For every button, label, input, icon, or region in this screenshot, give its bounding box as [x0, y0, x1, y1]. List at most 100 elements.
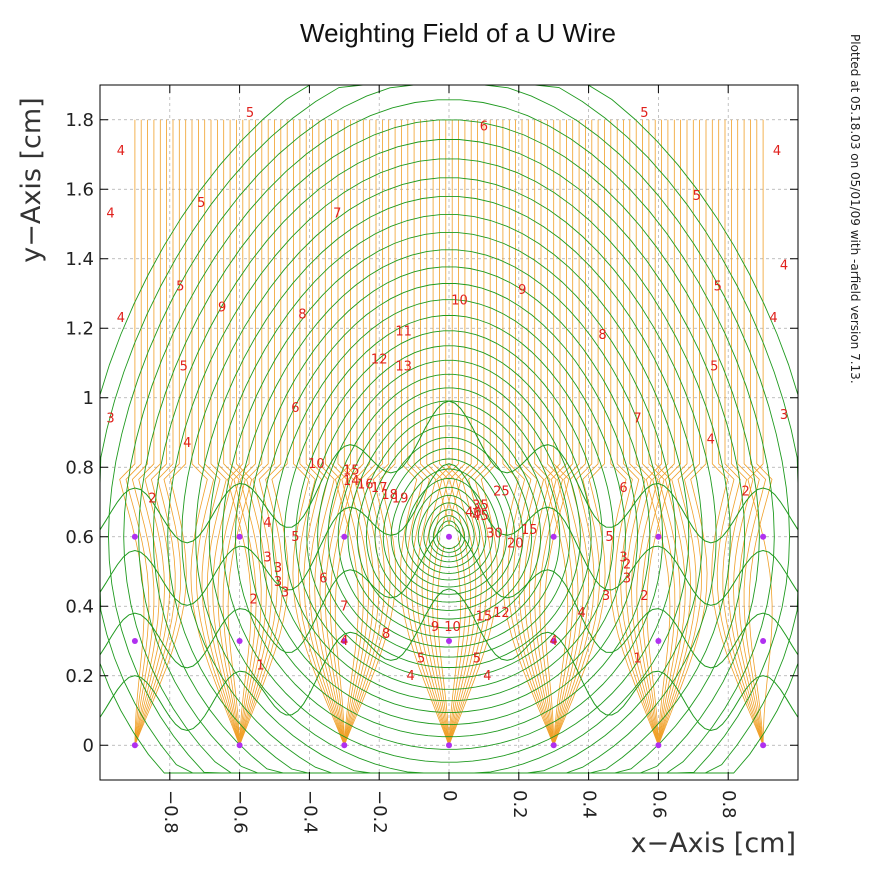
wire-marker [550, 638, 557, 644]
field-line [125, 119, 150, 746]
wire-marker [131, 638, 138, 644]
contour-value-label: 4 [340, 634, 348, 649]
field-line [658, 119, 708, 746]
equipotential-line [390, 458, 508, 595]
field-line [743, 119, 767, 746]
equipotential-line [382, 448, 516, 603]
y-tick-label: 1.6 [65, 179, 94, 200]
field-line [239, 119, 284, 746]
field-line [748, 119, 773, 746]
wire-marker [550, 742, 557, 749]
field-line [421, 119, 450, 746]
contour-value-label: 5 [176, 280, 184, 295]
contour-value-label: 10 [308, 457, 325, 472]
equipotential-line [181, 177, 717, 774]
field-line [553, 119, 590, 746]
field-line [436, 119, 461, 746]
contour-value-label: 4 [483, 669, 491, 684]
contour-value-label: 10 [451, 293, 468, 308]
field-line [319, 119, 345, 746]
y-tick-label: 0 [83, 735, 94, 756]
contour-value-label: 5 [605, 530, 613, 545]
field-line [658, 119, 681, 746]
field-line [343, 119, 375, 746]
field-line [119, 119, 145, 746]
field-line [658, 119, 692, 746]
equipotential-line [327, 373, 571, 658]
contour-value-label: 5 [473, 651, 481, 666]
contour-value-label: 5 [246, 106, 254, 121]
field-line [239, 119, 273, 746]
field-line [410, 119, 450, 746]
field-line [324, 119, 348, 746]
field-line [343, 119, 397, 746]
contour-value-label: 7 [333, 207, 341, 222]
equipotential-line [306, 345, 592, 679]
chart-title: Weighting Field of a U Wire [300, 18, 616, 48]
field-line [544, 119, 570, 746]
field-line [448, 119, 472, 746]
field-line [131, 119, 155, 746]
equipotential-line [208, 214, 690, 774]
field-line [297, 119, 345, 746]
contour-value-label: 5 [197, 196, 205, 211]
y-tick-label: 1.2 [65, 318, 94, 339]
contour-value-label: 9 [518, 283, 526, 298]
y-tick-label: 1 [83, 388, 94, 409]
wires [131, 533, 767, 749]
field-line [448, 119, 493, 746]
wire-marker [760, 638, 767, 644]
contour-value-label: 1 [256, 658, 264, 673]
field-line [553, 119, 584, 746]
wire-marker [236, 638, 243, 644]
contour-value-label: 4 [550, 634, 558, 649]
wire-marker [446, 638, 452, 644]
y-tick-label: 0.8 [65, 457, 94, 478]
contour-value-label: 4 [117, 311, 125, 326]
y-tick-label: 0.2 [65, 666, 94, 687]
equipotential-line [347, 400, 551, 638]
field-line [239, 119, 267, 746]
contour-value-label: 30 [486, 526, 503, 541]
wire-marker [550, 533, 557, 540]
field-line [134, 119, 182, 746]
x-tick-label: −0.8 [160, 790, 181, 834]
equipotential-line [221, 231, 677, 763]
field-line [308, 119, 345, 746]
field-line [631, 119, 659, 746]
field-line [196, 119, 240, 746]
field-line [448, 119, 482, 746]
field-line [201, 119, 240, 746]
field-line [747, 119, 773, 746]
x-tick-label: 0.2 [509, 790, 530, 819]
field-line [523, 119, 555, 746]
contour-value-label: 5 [417, 651, 425, 666]
equipotential-line [428, 509, 470, 558]
contour-value-label: 4 [406, 669, 414, 684]
contour-value-label: 3 [623, 571, 631, 586]
field-line [645, 119, 671, 746]
contour-value-label: 3 [106, 412, 114, 427]
x-tick-label: 0.8 [718, 790, 739, 819]
equipotential-line [423, 502, 475, 563]
plot-info-note: Plotted at 05.18.03 on 05/01/09 with -ar… [848, 34, 862, 384]
contour-value-label: 5 [710, 359, 718, 374]
y-tick-label: 1.4 [65, 249, 94, 270]
contour-value-label: 3 [602, 589, 610, 604]
contour-value-label: 12 [371, 353, 388, 368]
contour-value-label: 4 [117, 144, 125, 159]
field-line [437, 119, 462, 746]
equipotential-line [356, 413, 542, 629]
field-line [134, 119, 160, 746]
contour-value-label: 5 [714, 280, 722, 295]
x-tick-label: 0.4 [579, 790, 600, 819]
field-line [722, 119, 764, 746]
contour-value-label: 2 [249, 592, 257, 607]
contour-value-label: 5 [693, 189, 701, 204]
wire-marker [236, 533, 243, 540]
wire-marker [655, 638, 662, 644]
contour-value-label: 40 [465, 505, 482, 520]
field-line [329, 119, 354, 746]
field-line [134, 119, 176, 746]
equipotential-contours [99, 84, 799, 774]
